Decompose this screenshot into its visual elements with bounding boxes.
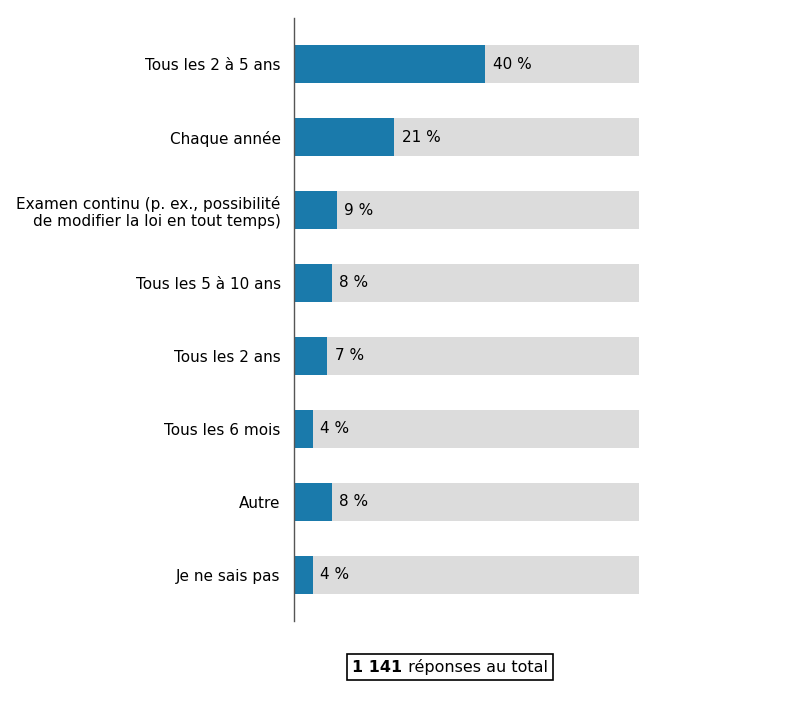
Text: réponses au total: réponses au total — [402, 659, 547, 675]
Bar — [294, 191, 638, 229]
Text: 4 %: 4 % — [320, 421, 349, 436]
Bar — [294, 118, 394, 156]
Bar — [294, 337, 328, 375]
Bar — [294, 556, 638, 594]
Bar — [294, 118, 638, 156]
Text: 21 %: 21 % — [402, 129, 440, 145]
Bar — [294, 483, 638, 521]
Bar — [294, 337, 638, 375]
Text: 9 %: 9 % — [344, 203, 374, 217]
Bar — [294, 191, 337, 229]
Bar — [294, 410, 313, 448]
Text: 8 %: 8 % — [340, 494, 369, 510]
Bar — [294, 483, 332, 521]
Bar — [294, 264, 332, 302]
Text: 8 %: 8 % — [340, 275, 369, 290]
Text: 4 %: 4 % — [320, 568, 349, 582]
Text: 1 141: 1 141 — [353, 659, 402, 675]
Text: 7 %: 7 % — [335, 349, 364, 364]
Bar — [294, 556, 313, 594]
Bar — [294, 45, 638, 83]
Bar — [294, 264, 638, 302]
Bar — [294, 410, 638, 448]
Bar — [294, 45, 485, 83]
Text: 40 %: 40 % — [493, 56, 531, 71]
